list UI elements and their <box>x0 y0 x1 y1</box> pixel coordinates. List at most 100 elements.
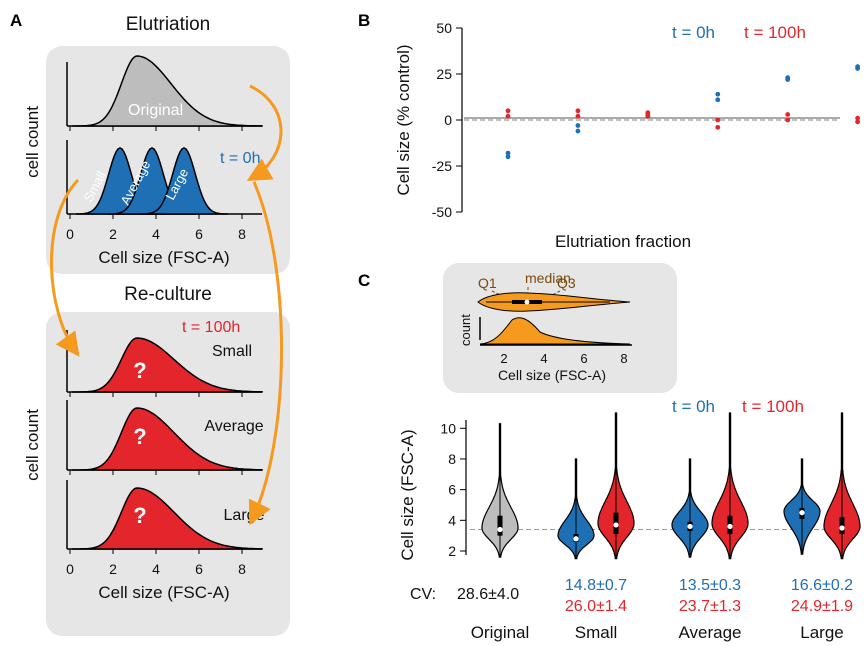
t0-point <box>575 123 581 128</box>
c-ylabel: Cell size (FSC-A) <box>398 429 417 560</box>
violin-median-dot <box>613 522 619 528</box>
cv-large-t100: 24.9±1.9 <box>791 598 853 615</box>
t0-point <box>855 66 860 71</box>
panel-c: C Q1 median Q3 count 2 4 6 8 Cell size (… <box>358 263 861 642</box>
c-ytick-label: 2 <box>448 543 456 559</box>
panel-a-bottom-box <box>46 312 290 636</box>
reculture-average-label: Average <box>204 418 263 435</box>
question-mark-small: ? <box>133 358 146 383</box>
panel-b-letter: B <box>358 11 370 30</box>
reculture-large-histogram <box>72 487 263 550</box>
t100-point <box>715 117 721 123</box>
t100-point <box>575 108 581 114</box>
t0-point <box>505 150 511 156</box>
inset-q1-label: Q1 <box>478 275 497 291</box>
cv-average-t0: 13.5±0.3 <box>679 577 741 594</box>
violin-median-dot <box>799 510 805 516</box>
c-ytick-label: 10 <box>440 420 456 436</box>
a-bottom-xtick: 0 <box>66 561 74 577</box>
t100-point <box>645 113 651 119</box>
cv-small-t0: 14.8±0.7 <box>565 577 627 594</box>
panel-b: B 50 25 0 -25 -50 Cell size (% control) Elut… <box>358 11 860 251</box>
c-category-small: Small <box>575 623 618 642</box>
a-top-xlabel: Cell size (FSC-A) <box>98 248 229 267</box>
t0-point <box>575 128 581 134</box>
t0-point <box>505 154 511 160</box>
inset-xtick: 2 <box>500 351 507 366</box>
c-legend-t0: t = 0h <box>672 397 715 416</box>
inset-xtick: 8 <box>620 351 627 366</box>
a-top-xtick: 4 <box>152 226 160 242</box>
inset-ylabel: count <box>458 314 473 346</box>
question-mark-average: ? <box>133 424 146 449</box>
c-ytick-label: 6 <box>448 482 456 498</box>
inset-histogram <box>479 317 631 345</box>
reculture-large-label: Large <box>224 507 265 524</box>
c-violins <box>481 412 861 560</box>
b-points <box>505 64 860 160</box>
c-inset: Q1 median Q3 count 2 4 6 8 Cell size (FS… <box>443 263 677 393</box>
cv-large-t0: 16.6±0.2 <box>791 577 853 594</box>
a-top-xtick: 0 <box>66 226 74 242</box>
t100-point <box>645 110 651 116</box>
t0-label: t = 0h <box>220 150 260 167</box>
violin-iqr-box <box>497 515 503 536</box>
arrow-large-to-reculture <box>248 181 283 526</box>
inset-median-dot <box>524 299 530 305</box>
c-category-average: Average <box>678 623 741 642</box>
inset-xtick: 6 <box>580 351 587 366</box>
reculture-title: Re-culture <box>124 284 212 305</box>
c-ytick-label: 8 <box>448 451 456 467</box>
t100-point <box>715 124 721 130</box>
arrow-small-to-reculture <box>50 178 80 357</box>
t100-point <box>575 113 581 119</box>
b-legend-t0: t = 0h <box>672 23 715 42</box>
a-bottom-xtick: 8 <box>238 561 246 577</box>
b-ytick-label: 0 <box>444 112 452 128</box>
a-bottom-xtick: 6 <box>195 561 203 577</box>
a-bottom-xtick: 4 <box>152 561 160 577</box>
t0-point <box>715 97 721 103</box>
panel-a-bottom-ylabel: cell count <box>23 409 42 481</box>
a-top-xtick: 2 <box>109 226 117 242</box>
t100-label: t = 100h <box>182 319 240 336</box>
a-bottom-xlabel: Cell size (FSC-A) <box>98 583 229 602</box>
cv-label: CV: <box>410 586 436 603</box>
reculture-small-label: Small <box>212 343 252 360</box>
violin-median-dot <box>497 526 503 533</box>
c-category-large: Large <box>800 623 843 642</box>
elutriation-title: Elutriation <box>126 14 211 35</box>
violin-median-dot <box>727 523 733 530</box>
violin-median-dot <box>573 536 579 542</box>
c-y-ticks: 10 8 6 4 2 <box>440 420 466 559</box>
inset-xtick: 4 <box>540 351 547 366</box>
c-legend-t100: t = 100h <box>742 397 804 416</box>
cv-average-t100: 23.7±1.3 <box>679 598 741 615</box>
panel-a-letter: A <box>10 11 22 30</box>
panel-c-letter: C <box>358 271 370 290</box>
b-legend-t100: t = 100h <box>744 23 806 42</box>
t100-point <box>785 117 791 123</box>
a-top-xtick: 6 <box>195 226 203 242</box>
c-category-original: Original <box>471 623 530 642</box>
panel-a-top-ylabel: cell count <box>23 106 42 178</box>
reculture-average-histogram <box>72 407 263 471</box>
t100-point <box>855 115 860 121</box>
panel-a-top-box <box>46 46 290 274</box>
original-histogram <box>72 55 263 127</box>
question-mark-large: ? <box>133 503 146 528</box>
arrow-original-to-t0 <box>246 84 283 182</box>
a-bottom-xtick: 2 <box>109 561 117 577</box>
violin-median-dot <box>687 523 693 530</box>
b-ytick-label: -50 <box>432 204 452 220</box>
panel-a-histograms <box>66 55 263 554</box>
c-ytick-label: 4 <box>448 512 456 528</box>
t100-point <box>505 108 511 114</box>
b-ylabel: Cell size (% control) <box>394 44 413 195</box>
cv-original: 28.6±4.0 <box>457 586 519 603</box>
b-y-ticks: 50 25 0 -25 -50 <box>432 20 462 220</box>
original-label: Original <box>128 102 183 119</box>
reculture-small-histogram <box>72 337 263 393</box>
b-ytick-label: 25 <box>436 66 452 82</box>
a-top-xtick: 8 <box>238 226 246 242</box>
